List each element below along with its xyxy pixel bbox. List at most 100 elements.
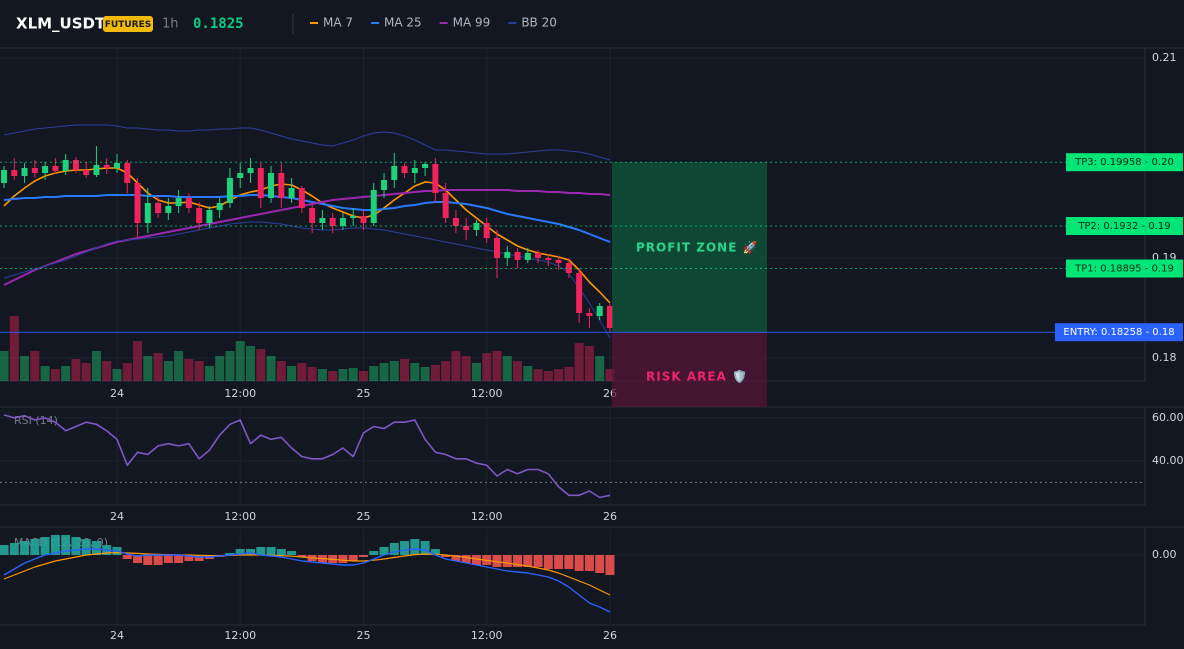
histogram-bar bbox=[122, 555, 132, 559]
level-label: TP3: 0.19958 - 0.20 bbox=[1074, 157, 1174, 168]
volume-bar bbox=[297, 363, 307, 381]
x-tick-label: 25 bbox=[356, 510, 370, 523]
candle-body bbox=[535, 253, 542, 258]
volume-bar bbox=[122, 363, 132, 381]
y-tick-label: 0.21 bbox=[1152, 51, 1177, 64]
candle-body bbox=[216, 203, 223, 210]
y-tick-label: 40.00 bbox=[1152, 454, 1184, 467]
volume-bar bbox=[71, 359, 81, 381]
histogram-bar bbox=[574, 555, 584, 571]
volume-bar bbox=[533, 369, 543, 381]
histogram-bar bbox=[554, 555, 564, 569]
candle-body bbox=[319, 218, 326, 223]
bb-upper bbox=[3, 124, 611, 161]
histogram-bar bbox=[430, 549, 440, 555]
histogram-bar bbox=[513, 555, 523, 567]
histogram-bar bbox=[584, 555, 594, 571]
volume-bar bbox=[420, 367, 430, 381]
candle-body bbox=[483, 223, 490, 238]
candle-body bbox=[545, 258, 552, 260]
profit-zone bbox=[612, 162, 767, 333]
histogram-bar bbox=[40, 537, 50, 555]
candle-body bbox=[206, 210, 213, 223]
candle-body bbox=[524, 253, 531, 260]
x-tick-label: 24 bbox=[110, 510, 124, 523]
candle-body bbox=[360, 216, 367, 223]
candle-body bbox=[401, 166, 408, 173]
volume-bar bbox=[543, 371, 553, 381]
volume-bar bbox=[389, 361, 399, 381]
volume-bar bbox=[50, 369, 60, 381]
volume-bar bbox=[204, 366, 214, 381]
signal-line bbox=[3, 552, 611, 596]
interval[interactable]: 1h bbox=[162, 17, 179, 32]
volume-bar bbox=[61, 366, 71, 381]
level-label-bg bbox=[1055, 323, 1183, 342]
volume-bar bbox=[91, 351, 101, 381]
volume-bar bbox=[430, 365, 440, 381]
x-tick-label: 12:00 bbox=[224, 510, 256, 523]
y-tick-label: 0.18 bbox=[1152, 351, 1177, 364]
volume-bar bbox=[225, 351, 235, 381]
histogram-bar bbox=[502, 555, 512, 567]
histogram-bar bbox=[71, 537, 81, 555]
volume-bar bbox=[235, 341, 245, 381]
candle-body bbox=[298, 188, 305, 208]
candle-body bbox=[144, 203, 151, 223]
candle-body bbox=[442, 193, 449, 218]
x-tick-label: 12:00 bbox=[224, 629, 256, 642]
volume-bar bbox=[143, 356, 153, 381]
volume-bar bbox=[30, 351, 40, 381]
candle-body bbox=[350, 216, 357, 218]
x-tick-label: 25 bbox=[356, 629, 370, 642]
histogram-bar bbox=[543, 555, 553, 569]
histogram-bar bbox=[400, 541, 410, 555]
candle-body bbox=[72, 160, 79, 170]
candle-body bbox=[514, 252, 521, 260]
ma-line bbox=[3, 194, 611, 243]
x-tick-label: 12:00 bbox=[471, 510, 503, 523]
volume-bar bbox=[584, 346, 594, 381]
candle-body bbox=[52, 166, 59, 171]
candle-body bbox=[586, 313, 593, 316]
candle-body bbox=[257, 168, 264, 198]
candle-body bbox=[493, 238, 500, 258]
volume-bar bbox=[102, 361, 112, 381]
x-tick-label: 25 bbox=[356, 387, 370, 400]
candle-body bbox=[606, 306, 613, 328]
volume-bar bbox=[471, 363, 481, 381]
volume-bar bbox=[215, 356, 225, 381]
macd-line bbox=[3, 548, 611, 613]
x-tick-label: 24 bbox=[110, 387, 124, 400]
volume-bar bbox=[287, 366, 297, 381]
histogram-bar bbox=[348, 555, 358, 561]
candle-body bbox=[596, 306, 603, 316]
histogram-bar bbox=[174, 555, 184, 563]
histogram-bar bbox=[50, 535, 60, 555]
rsi-line bbox=[3, 414, 611, 499]
x-tick-label: 24 bbox=[110, 629, 124, 642]
histogram-bar bbox=[492, 555, 502, 567]
candle-body bbox=[62, 160, 69, 171]
histogram-bar bbox=[0, 545, 9, 555]
candle-body bbox=[93, 165, 100, 175]
histogram-bar bbox=[420, 541, 430, 555]
candle-body bbox=[175, 198, 182, 206]
histogram-bar bbox=[194, 555, 204, 561]
candle-body bbox=[185, 198, 192, 208]
candle-body bbox=[381, 180, 388, 190]
volume-bar bbox=[0, 351, 9, 381]
candle-body bbox=[83, 170, 90, 175]
candle-body bbox=[134, 183, 141, 223]
histogram-bar bbox=[20, 541, 30, 555]
volume-bar bbox=[338, 369, 348, 381]
histogram-bar bbox=[256, 547, 266, 555]
candle-body bbox=[452, 218, 459, 226]
volume-bar bbox=[369, 366, 379, 381]
legend-label: MA 7 bbox=[323, 16, 353, 30]
ma-line bbox=[3, 189, 611, 286]
histogram-bar bbox=[133, 555, 143, 563]
x-tick-label: 12:00 bbox=[471, 387, 503, 400]
volume-bar bbox=[502, 356, 512, 381]
candle-body bbox=[411, 168, 418, 173]
